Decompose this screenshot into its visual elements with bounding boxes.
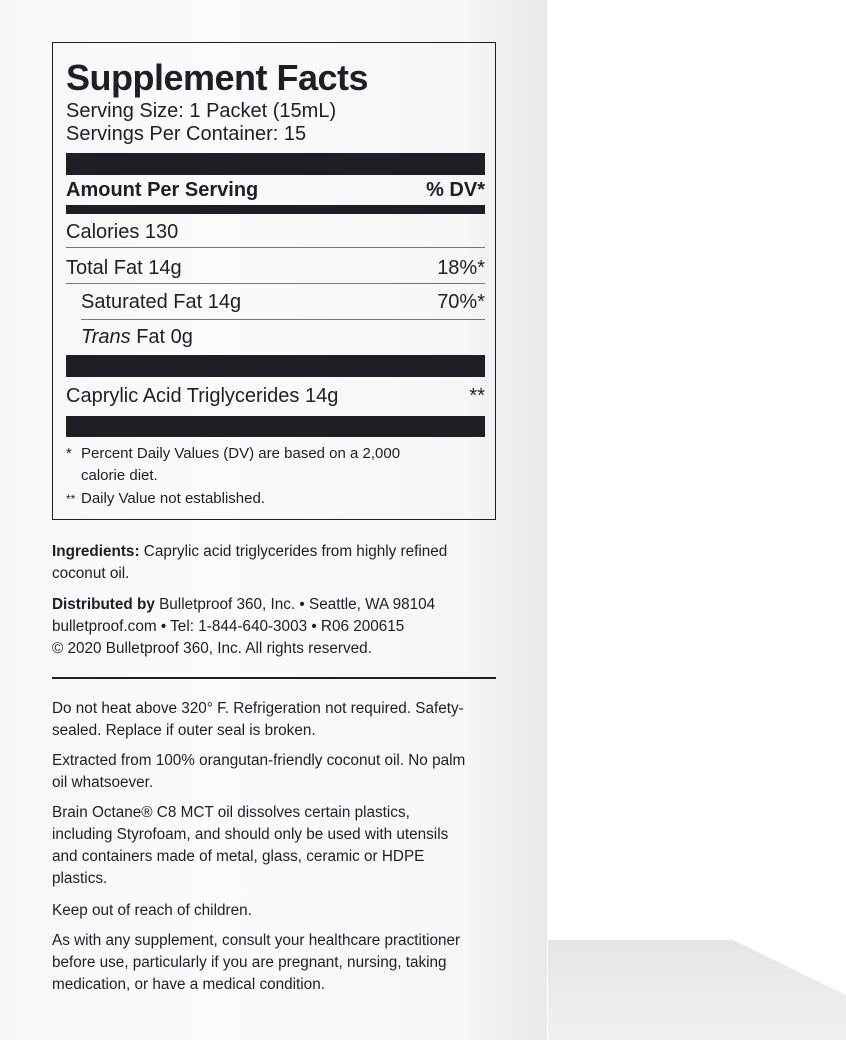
note: Brain Octane® C8 MCT oil dissolves certa… — [52, 804, 449, 887]
footnote-dv-line1: Percent Daily Values (DV) are based on a… — [81, 445, 401, 462]
nutrient-row: Trans Fat 0g — [81, 326, 485, 349]
nutrient-dv: ** — [469, 385, 485, 407]
nutrient-dv: 18%* — [437, 257, 485, 279]
nutrient-label: Fat 0g — [130, 326, 193, 348]
ingredients-label: Ingredients: — [52, 543, 140, 560]
ingredients-text: Caprylic acid triglycerides from highly … — [52, 543, 448, 582]
footnote-mark: * — [66, 445, 72, 462]
nutrient-dv: 70%* — [437, 291, 485, 313]
divider-bar — [66, 416, 485, 437]
ingredients: Ingredients: Caprylic acid triglycerides… — [52, 541, 502, 585]
divider-bar — [66, 355, 485, 377]
nutrient-row: Caprylic Acid Triglycerides 14g ** — [66, 385, 485, 408]
note: Extracted from 100% orangutan-friendly c… — [52, 752, 466, 791]
nutrient-row: Calories 130 — [66, 221, 485, 244]
divider-line — [81, 319, 485, 320]
nutrient-label-italic: Trans — [81, 326, 131, 348]
nutrient-label: Total Fat 14g — [66, 257, 182, 279]
dv-header: % DV* — [426, 179, 485, 201]
facts-title: Supplement Facts — [66, 57, 369, 98]
note: As with any supplement, consult your hea… — [52, 932, 461, 993]
supplement-facts-panel: Supplement Facts Serving Size: 1 Packet … — [52, 42, 496, 520]
nutrient-row: Total Fat 14g 18%* — [66, 257, 485, 280]
note: Do not heat above 320° F. Refrigeration … — [52, 700, 464, 739]
note: Keep out of reach of children. — [52, 902, 252, 919]
distributor-line: bulletproof.com • Tel: 1-844-640-3003 • … — [52, 618, 405, 635]
distributor-line: Bulletproof 360, Inc. • Seattle, WA 9810… — [154, 596, 436, 613]
copyright: © 2020 Bulletproof 360, Inc. All rights … — [52, 640, 372, 657]
nutrient-label: Calories 130 — [66, 221, 179, 243]
divider-bar — [66, 153, 485, 175]
amount-header-row: Amount Per Serving % DV* — [66, 179, 485, 202]
nutrient-row: Saturated Fat 14g 70%* — [81, 291, 485, 314]
divider-line — [66, 247, 485, 248]
serving-size: Serving Size: 1 Packet (15mL) — [66, 100, 337, 122]
footnote-mark: ** — [66, 492, 76, 506]
footnote-dv-line2: calorie diet. — [81, 467, 158, 484]
divider-rule — [52, 677, 496, 679]
package-side-panel: Supplement Facts Serving Size: 1 Packet … — [0, 0, 547, 1040]
amount-header: Amount Per Serving — [66, 179, 259, 201]
distributor-label: Distributed by — [52, 596, 155, 613]
footnote-not-established: Daily Value not established. — [81, 490, 265, 507]
package-shadow — [548, 940, 846, 1040]
nutrient-label: Saturated Fat 14g — [81, 291, 242, 313]
distributor-info: Distributed by Bulletproof 360, Inc. • S… — [52, 594, 512, 660]
divider-bar — [66, 205, 485, 214]
nutrient-label: Caprylic Acid Triglycerides 14g — [66, 385, 339, 407]
servings-per-container: Servings Per Container: 15 — [66, 123, 307, 145]
divider-line — [66, 283, 485, 284]
